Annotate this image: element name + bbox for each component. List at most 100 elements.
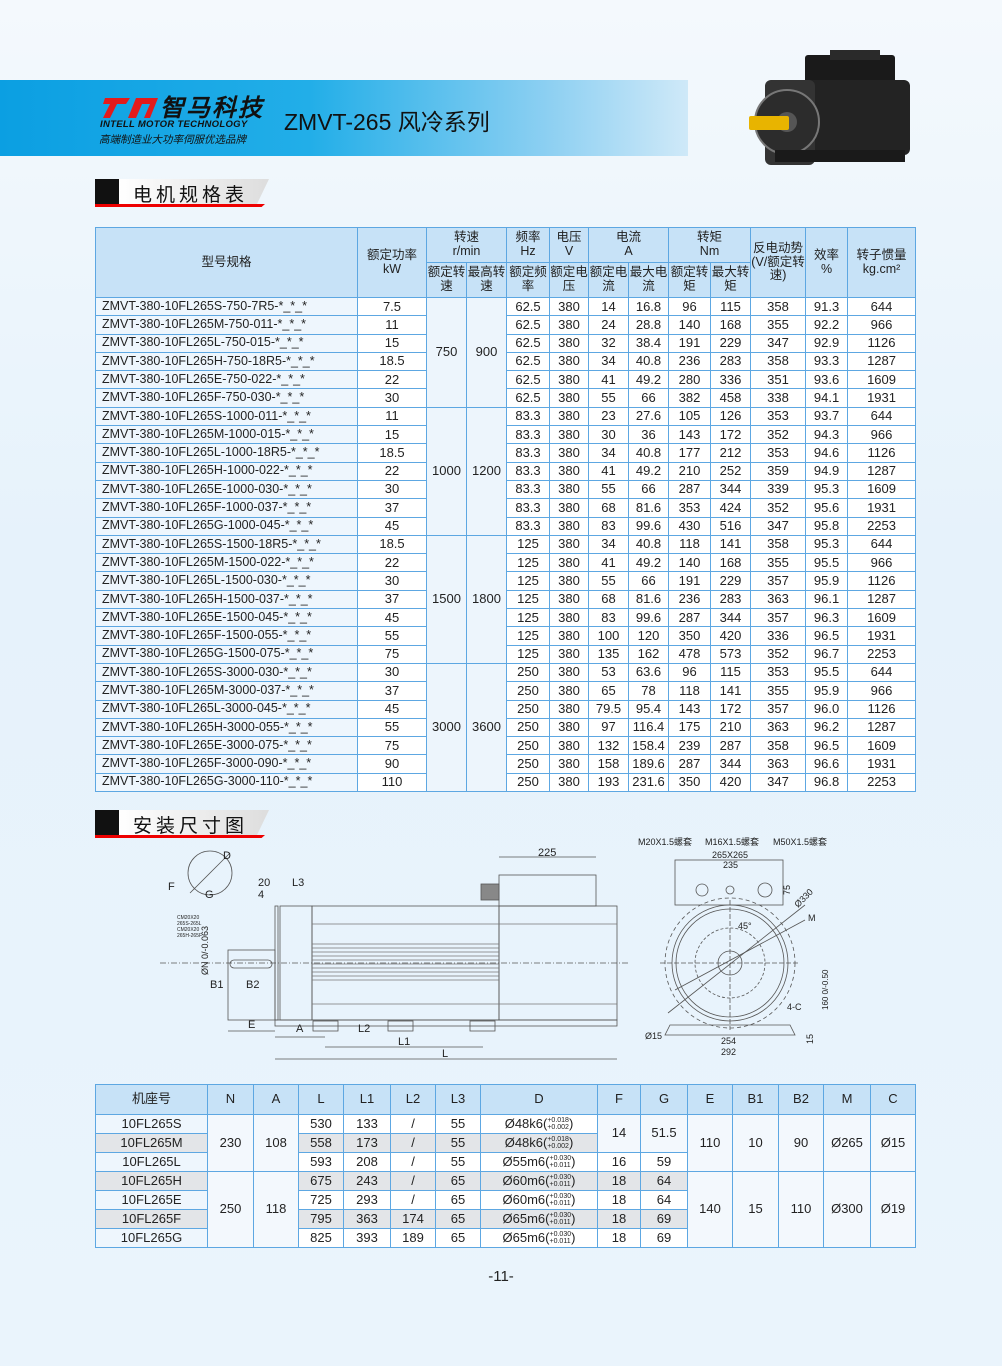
table-row: ZMVT-380-10FL265L-3000-045-*_*_* 45 250 380… (95, 699, 917, 719)
cell-l2: 189 (390, 1228, 436, 1248)
table-row: ZMVT-380-10FL265E-750-022-*_*_* 22 62.5 380… (95, 370, 917, 390)
tolerance-upper: +0.030 (549, 1193, 572, 1201)
cell-efficiency: 93.3 (805, 351, 849, 372)
cell-max-torque: 252 (710, 461, 752, 481)
cell-n: 230 (207, 1114, 254, 1172)
cell-max-torque: 283 (710, 351, 752, 372)
cell-g: 69 (640, 1228, 688, 1248)
cell-d: Ø48k6(+0.018 +0.002) (480, 1133, 598, 1153)
label-d: D (223, 850, 231, 862)
shaft-diameter: Ø48k6( (504, 1134, 548, 1150)
label-cm1: CM20X20 (177, 915, 199, 921)
close-paren: ) (571, 1172, 576, 1188)
brand-name-cn: 智马科技 (160, 95, 264, 122)
cell-max-torque: 336 (710, 370, 752, 390)
cell-model: ZMVT-380-10FL265L-3000-045-*_*_* (95, 699, 358, 719)
cell-power: 45 (357, 516, 427, 536)
cell-rated-freq: 62.5 (506, 296, 550, 317)
cell-bemf: 336 (750, 626, 807, 646)
cell-f: 18 (597, 1171, 641, 1191)
shaft-diameter: Ø48k6( (504, 1115, 548, 1131)
label-m50: M50X1.5螺套 (773, 836, 827, 847)
cell-rated-current: 158 (588, 754, 629, 774)
cell-power: 22 (357, 370, 427, 390)
cell-model: ZMVT-380-10FL265H-1000-022-*_*_* (95, 461, 358, 481)
cell-power: 45 (357, 699, 427, 719)
cell-max-torque: 115 (710, 296, 752, 317)
cell-d: Ø48k6(+0.018 +0.002) (480, 1114, 598, 1134)
cell-rated-current: 34 (588, 443, 629, 463)
cell-efficiency: 94.3 (805, 425, 849, 445)
table-row: ZMVT-380-10FL265G-3000-110-*_*_* 110 250 38… (95, 772, 917, 793)
cell-rated-current: 68 (588, 498, 629, 518)
cell-rated-freq: 83.3 (506, 443, 550, 463)
cell-l1: 173 (343, 1133, 391, 1153)
cell-rated-freq: 250 (506, 699, 550, 719)
cell-rated-volt: 380 (549, 736, 589, 756)
cell-max-current: 162 (627, 644, 670, 664)
cell-rated-volt: 380 (549, 754, 589, 774)
cell-inertia: 1126 (847, 571, 917, 591)
cell-power: 18.5 (357, 443, 427, 463)
cell-rated-volt: 380 (549, 351, 589, 372)
close-paren: ) (571, 1191, 576, 1207)
cell-inertia: 2253 (847, 772, 917, 793)
cell-b2: 90 (778, 1114, 824, 1172)
shaft-diameter: Ø55m6( (502, 1153, 550, 1169)
cell-model: ZMVT-380-10FL265S-750-7R5-*_*_* (95, 296, 358, 317)
cell-power: 30 (357, 662, 427, 683)
label-4: 4 (258, 889, 264, 901)
table-row: ZMVT-380-10FL265M-1500-022-*_*_* 22 125 380… (95, 553, 917, 573)
cell-max-speed: 3600 (466, 662, 507, 793)
cell-l2: / (390, 1171, 436, 1191)
col-rated-volt: 额定电压 (549, 262, 589, 298)
cell-rated-freq: 62.5 (506, 351, 550, 372)
cell-max-torque: 424 (710, 498, 752, 518)
cell-rated-freq: 250 (506, 772, 550, 793)
page-number: -11- (488, 1268, 514, 1285)
cell-inertia: 1609 (847, 608, 917, 628)
cell-frame: 10FL265H (95, 1171, 208, 1191)
cell-rated-current: 132 (588, 736, 629, 756)
cell-rated-torque: 287 (668, 608, 712, 628)
cell-bemf: 339 (750, 479, 807, 500)
cell-max-current: 99.6 (627, 516, 670, 536)
cell-rated-freq: 250 (506, 681, 550, 701)
cell-rated-current: 97 (588, 717, 629, 738)
label-m20: M20X1.5螺套 (638, 836, 692, 847)
label-a: A (296, 1023, 304, 1035)
cell-rated-freq: 125 (506, 534, 550, 555)
close-paren: ) (568, 1115, 574, 1131)
table-row: ZMVT-380-10FL265L-1500-030-*_*_* 30 125 380… (95, 571, 917, 591)
table-row: ZMVT-380-10FL265M-3000-037-*_*_* 37 250 380… (95, 681, 917, 701)
cell-l3: 65 (435, 1171, 481, 1191)
tolerance-lower: +0.002 (547, 1124, 569, 1132)
cell-l: 795 (298, 1209, 344, 1229)
cell-rated-current: 32 (588, 333, 629, 353)
col-rated-speed: 额定转速 (426, 262, 467, 298)
cell-inertia: 1931 (847, 626, 917, 646)
cell-g: 64 (640, 1171, 688, 1191)
label-15: 15 (805, 1034, 815, 1044)
cell-rated-current: 53 (588, 662, 629, 683)
cell-m: Ø265 (823, 1114, 871, 1172)
cell-rated-freq: 62.5 (506, 370, 550, 390)
cell-rated-volt: 380 (549, 498, 589, 518)
cell-rated-torque: 280 (668, 370, 712, 390)
cell-rated-current: 41 (588, 370, 629, 390)
cell-rated-volt: 380 (549, 571, 589, 591)
cell-inertia: 966 (847, 681, 917, 701)
cell-l3: 65 (435, 1190, 481, 1210)
cell-model: ZMVT-380-10FL265S-3000-030-*_*_* (95, 662, 358, 683)
cell-max-torque: 141 (710, 534, 752, 555)
cell-rated-current: 83 (588, 516, 629, 536)
cell-inertia: 644 (847, 296, 917, 317)
cell-rated-current: 14 (588, 296, 629, 317)
spec-section-heading: 电机规格表 (95, 179, 270, 209)
cell-l: 725 (298, 1190, 344, 1210)
table-row: ZMVT-380-10FL265S-3000-030-*_*_* 30 3000 36… (95, 662, 917, 793)
col-rated-torque: 额定转矩 (668, 262, 712, 298)
cell-max-torque: 172 (710, 425, 752, 445)
cell-model: ZMVT-380-10FL265S-1000-011-*_*_* (95, 406, 358, 427)
cell-efficiency: 96.2 (805, 717, 849, 738)
